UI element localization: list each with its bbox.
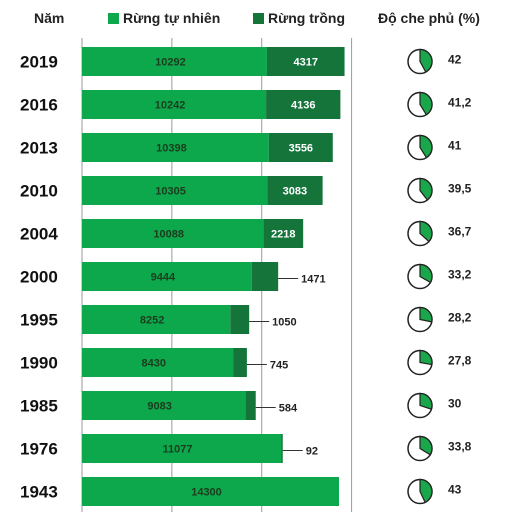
coverage-value-label: 41,2	[448, 96, 472, 110]
planted-forest-bar	[230, 305, 250, 334]
coverage-pie-slice	[419, 349, 433, 366]
year-label: 1985	[20, 397, 58, 416]
natural-forest-bar	[82, 477, 339, 506]
natural-forest-bar	[82, 90, 267, 119]
planted-forest-bar	[266, 90, 341, 119]
coverage-pie-slice	[419, 220, 433, 243]
natural-forest-bar	[82, 219, 264, 248]
planted-forest-bar	[245, 391, 256, 420]
natural-forest-legend-swatch	[108, 13, 119, 24]
coverage-value-label: 43	[448, 483, 462, 497]
natural-forest-bar	[82, 348, 234, 377]
planted-forest-value-label: 1050	[272, 317, 296, 329]
planted-forest-bar	[266, 47, 345, 76]
natural-forest-value-label: 10242	[155, 100, 186, 112]
year-label: 2019	[20, 53, 58, 72]
natural-forest-bar	[82, 176, 268, 205]
natural-forest-bar	[82, 391, 246, 420]
natural-forest-legend-label: Rừng tự nhiên	[123, 10, 221, 26]
coverage-value-label: 30	[448, 397, 462, 411]
coverage-pie-slice	[419, 435, 433, 456]
natural-forest-bar	[82, 305, 231, 334]
coverage-value-label: 39,5	[448, 182, 472, 196]
coverage-pie-slice	[419, 263, 433, 284]
year-column-header: Năm	[34, 10, 65, 26]
year-label: 2010	[20, 182, 58, 201]
coverage-value-label: 33,2	[448, 268, 472, 282]
natural-forest-value-label: 8430	[142, 358, 166, 370]
planted-forest-bar	[268, 133, 333, 162]
coverage-value-label: 41	[448, 139, 462, 153]
year-label: 1995	[20, 311, 58, 330]
coverage-pie-slice	[419, 306, 433, 323]
planted-forest-value-label: 3083	[283, 186, 307, 198]
natural-forest-bar	[82, 262, 252, 291]
coverage-column-header: Độ che phủ (%)	[378, 10, 480, 26]
coverage-pie-slice	[419, 177, 433, 201]
year-label: 2000	[20, 268, 58, 287]
coverage-value-label: 36,7	[448, 225, 472, 239]
natural-forest-value-label: 10305	[155, 186, 186, 198]
coverage-pie-slice	[419, 48, 433, 73]
natural-forest-value-label: 10292	[155, 57, 186, 69]
year-label: 2013	[20, 139, 58, 158]
planted-forest-value-label: 2218	[271, 229, 295, 241]
coverage-pie-slice	[419, 134, 433, 159]
natural-forest-value-label: 10088	[153, 229, 184, 241]
planted-forest-legend-label: Rừng trồng	[268, 10, 346, 26]
planted-forest-value-label: 92	[306, 446, 318, 458]
planted-forest-value-label: 4136	[291, 100, 315, 112]
planted-forest-bar	[281, 434, 283, 463]
natural-forest-bar	[82, 47, 267, 76]
planted-forest-value-label: 3556	[289, 143, 313, 155]
planted-forest-value-label: 4317	[294, 57, 318, 69]
natural-forest-value-label: 10398	[156, 143, 187, 155]
natural-forest-value-label: 14300	[191, 487, 222, 499]
planted-forest-value-label: 584	[279, 403, 298, 415]
natural-forest-bar	[82, 133, 269, 162]
planted-forest-value-label: 745	[270, 360, 288, 372]
natural-forest-bar	[82, 434, 282, 463]
year-label: 2004	[20, 225, 58, 244]
planted-forest-bar	[267, 176, 323, 205]
coverage-value-label: 33,8	[448, 440, 472, 454]
planted-forest-bar	[251, 262, 279, 291]
year-label: 2016	[20, 96, 58, 115]
year-label: 1990	[20, 354, 58, 373]
planted-forest-bar	[233, 348, 247, 377]
year-label: 1943	[20, 483, 58, 502]
natural-forest-value-label: 9083	[147, 401, 171, 413]
year-label: 1976	[20, 440, 58, 459]
coverage-pie-slice	[419, 91, 433, 116]
natural-forest-value-label: 8252	[140, 315, 164, 327]
planted-forest-legend-swatch	[253, 13, 264, 24]
planted-forest-value-label: 1471	[301, 274, 325, 286]
planted-forest-bar	[263, 219, 304, 248]
coverage-pie-slice	[419, 392, 433, 410]
coverage-pie-slice	[419, 478, 433, 504]
coverage-value-label: 27,8	[448, 354, 472, 368]
natural-forest-value-label: 9444	[151, 272, 176, 284]
natural-forest-value-label: 11077	[163, 444, 193, 456]
coverage-value-label: 28,2	[448, 311, 472, 325]
coverage-value-label: 42	[448, 53, 462, 67]
